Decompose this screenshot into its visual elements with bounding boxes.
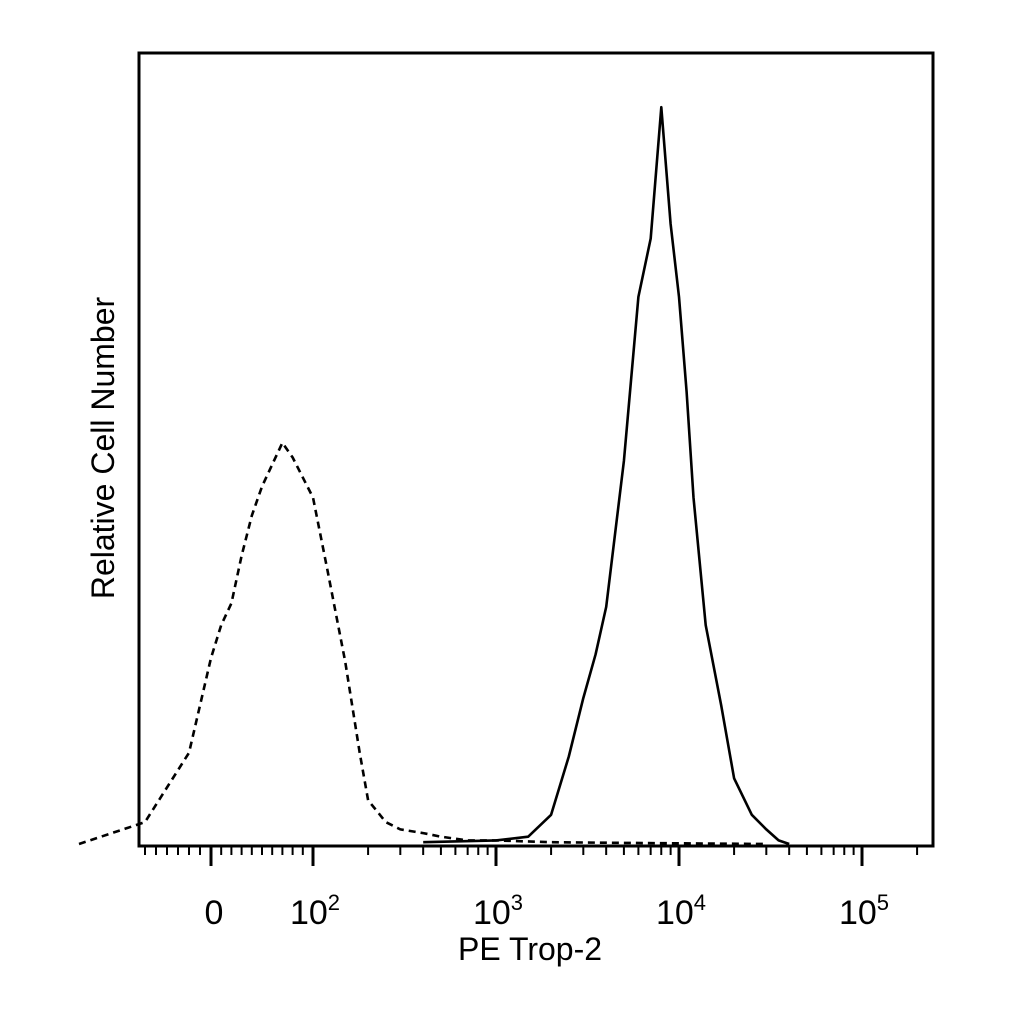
x-tick-label: 0 <box>205 894 224 932</box>
solid-histogram-line <box>423 105 790 846</box>
x-tick-labels: 0 102 103 104 105 <box>205 890 890 932</box>
x-minor-ticks <box>144 846 919 855</box>
x-tick-label: 103 <box>473 890 523 932</box>
x-major-ticks <box>209 846 864 866</box>
x-axis-title: PE Trop-2 <box>458 931 602 967</box>
x-tick-label: 104 <box>656 890 706 932</box>
plot-frame <box>137 51 935 848</box>
dashed-histogram-line <box>78 441 767 846</box>
series-layer <box>78 105 790 846</box>
x-tick-label: 102 <box>290 890 340 932</box>
y-axis-title: Relative Cell Number <box>85 296 121 599</box>
x-tick-label: 105 <box>839 890 889 932</box>
